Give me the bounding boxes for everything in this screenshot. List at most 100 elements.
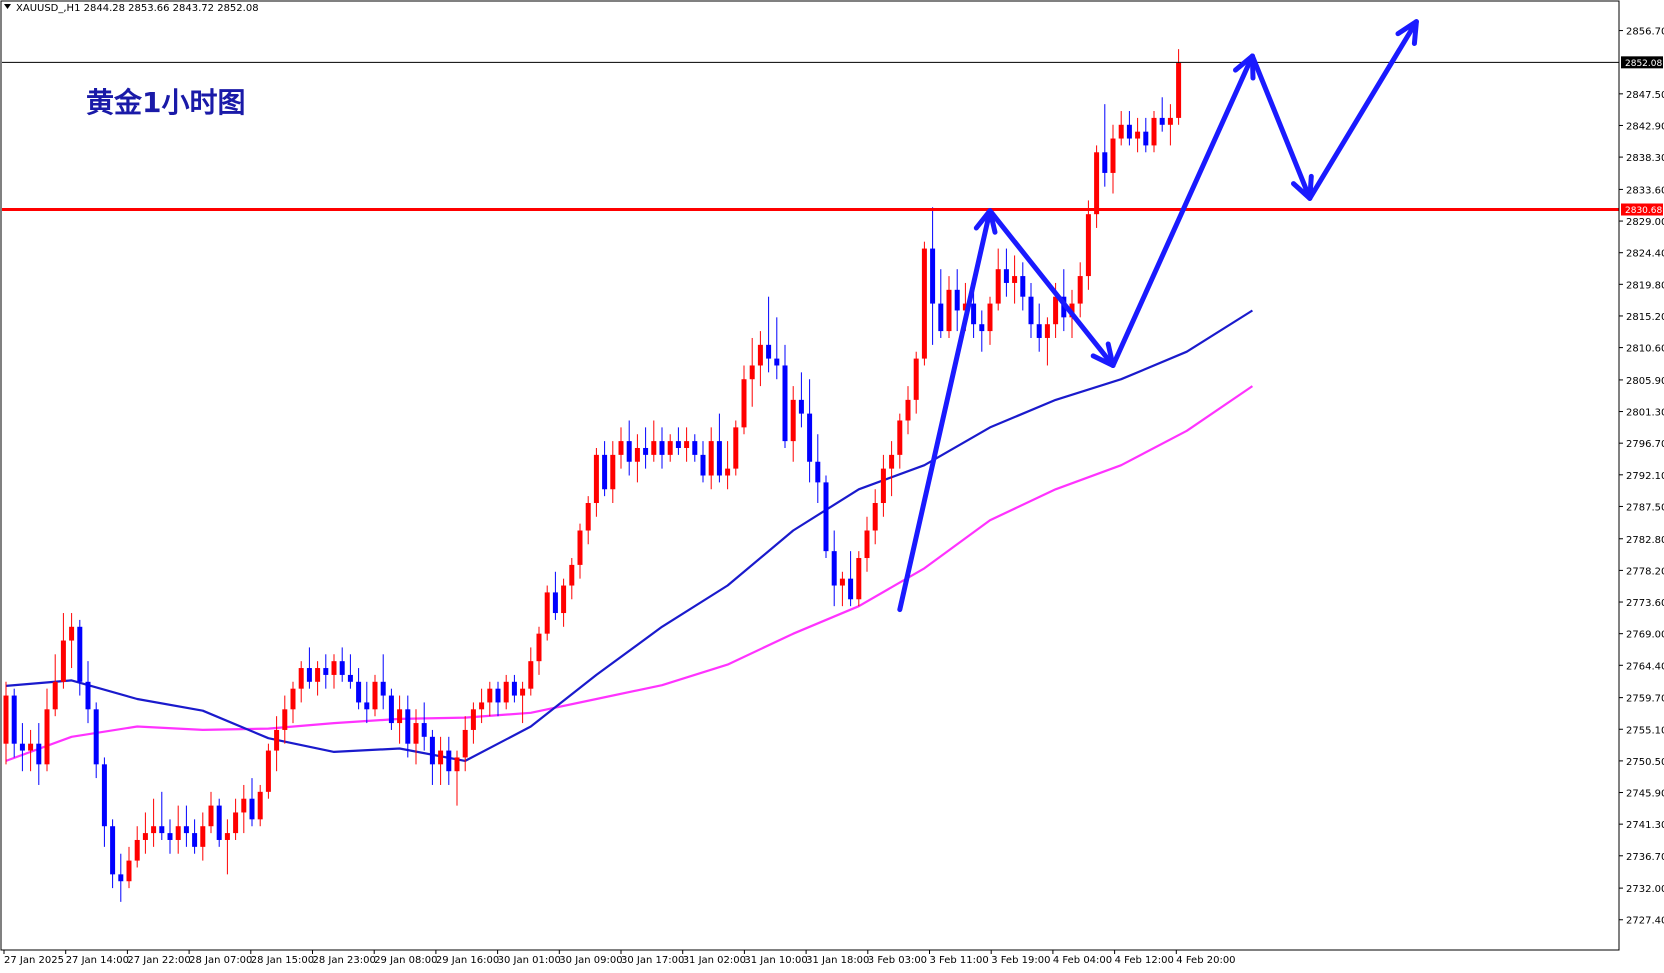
candle: [921, 241, 927, 366]
time-tick-label: 3 Feb 11:00: [930, 955, 989, 966]
candle: [700, 441, 706, 483]
candle-body: [282, 709, 288, 730]
time-tick-label: 3 Feb 03:00: [868, 955, 927, 966]
candle: [1012, 255, 1018, 304]
candle: [167, 819, 173, 854]
candle-body: [921, 248, 927, 359]
candle-body: [626, 441, 632, 462]
candle-body: [36, 743, 42, 765]
forecast-arrows: [897, 19, 1419, 613]
candle-body: [880, 468, 886, 504]
price-tick-label: 2727.40: [1626, 916, 1664, 927]
price-tick-label: 2815.20: [1626, 312, 1664, 323]
candle-body: [77, 626, 83, 682]
candle: [216, 798, 222, 847]
candle-body: [495, 688, 501, 703]
candle: [36, 723, 42, 785]
time-tick-label: 29 Jan 16:00: [436, 955, 499, 966]
price-tick-label: 2819.80: [1626, 280, 1664, 291]
candle-body: [716, 441, 722, 476]
candle: [1094, 145, 1100, 228]
candle-body: [446, 750, 452, 772]
candle: [200, 812, 206, 861]
candle: [798, 372, 804, 428]
candle-body: [987, 303, 993, 332]
candle-body: [298, 668, 304, 689]
candle-body: [667, 441, 673, 455]
price-tick-label: 2805.90: [1626, 376, 1664, 387]
price-tag-box: [1621, 56, 1663, 69]
candle: [290, 681, 296, 724]
time-tick-label: 4 Feb 04:00: [1053, 955, 1112, 966]
symbol-header: XAUUSD_,H1 2844.28 2853.66 2843.72 2852.…: [16, 3, 259, 14]
candle: [192, 819, 198, 854]
candle: [725, 441, 731, 490]
candle: [757, 331, 763, 387]
candle: [151, 798, 157, 847]
candle: [470, 702, 476, 744]
time-tick-label: 30 Jan 17:00: [621, 955, 684, 966]
time-tick-label: 31 Jan 10:00: [744, 955, 807, 966]
candle-body: [101, 764, 107, 827]
candle-body: [421, 723, 427, 737]
candle-body: [126, 860, 132, 882]
candle: [831, 530, 837, 607]
candle-body: [872, 503, 878, 531]
candle: [528, 647, 534, 696]
candles: [3, 49, 1182, 902]
candle: [634, 434, 640, 483]
candle: [593, 447, 599, 517]
price-tick-label: 2833.60: [1626, 185, 1664, 196]
candle: [224, 819, 230, 875]
plot-frame: [0, 0, 1620, 951]
candle: [544, 585, 550, 641]
price-tick-label: 2732.00: [1626, 884, 1664, 895]
candle: [610, 441, 616, 504]
candle: [265, 743, 271, 799]
chart-header: XAUUSD_,H1 2844.28 2853.66 2843.72 2852.…: [4, 3, 259, 14]
price-tick-label: 2778.20: [1626, 566, 1664, 577]
arrow-shaft: [987, 208, 1116, 368]
candle: [462, 716, 468, 772]
candle: [446, 736, 452, 785]
candle-body: [347, 674, 353, 682]
price-tick-label: 2801.30: [1626, 408, 1664, 419]
candle-body: [200, 826, 206, 847]
time-tick-label: 28 Jan 07:00: [189, 955, 252, 966]
candle-body: [569, 564, 575, 586]
triangle-down-icon[interactable]: [4, 4, 11, 9]
candle: [1085, 200, 1091, 290]
candle-body: [290, 688, 296, 710]
candle: [569, 558, 575, 600]
candle: [274, 716, 280, 772]
arrow-shaft: [1307, 19, 1419, 201]
arrow-up-3: [1307, 19, 1419, 201]
candle: [520, 681, 526, 724]
candle-body: [585, 503, 591, 531]
candle-body: [85, 681, 91, 710]
candle-body: [224, 833, 230, 840]
candle-body: [241, 798, 247, 813]
candle: [1143, 117, 1149, 153]
candle-body: [807, 413, 813, 462]
candle: [306, 647, 312, 689]
candle: [28, 729, 34, 772]
candle: [487, 681, 493, 717]
candle-body: [995, 269, 1001, 304]
candle: [249, 778, 255, 827]
candle-body: [1094, 152, 1100, 215]
time-tick-label: 27 Jan 14:00: [66, 955, 129, 966]
candle-body: [192, 833, 198, 847]
candle: [971, 289, 977, 338]
candle: [1077, 262, 1083, 318]
candle: [323, 654, 329, 689]
candle: [413, 709, 419, 765]
candle-body: [897, 420, 903, 455]
candle-body: [905, 399, 911, 421]
candle-body: [692, 441, 698, 455]
candle-body: [798, 399, 804, 414]
candle: [126, 846, 132, 889]
candle-body: [1085, 214, 1091, 277]
